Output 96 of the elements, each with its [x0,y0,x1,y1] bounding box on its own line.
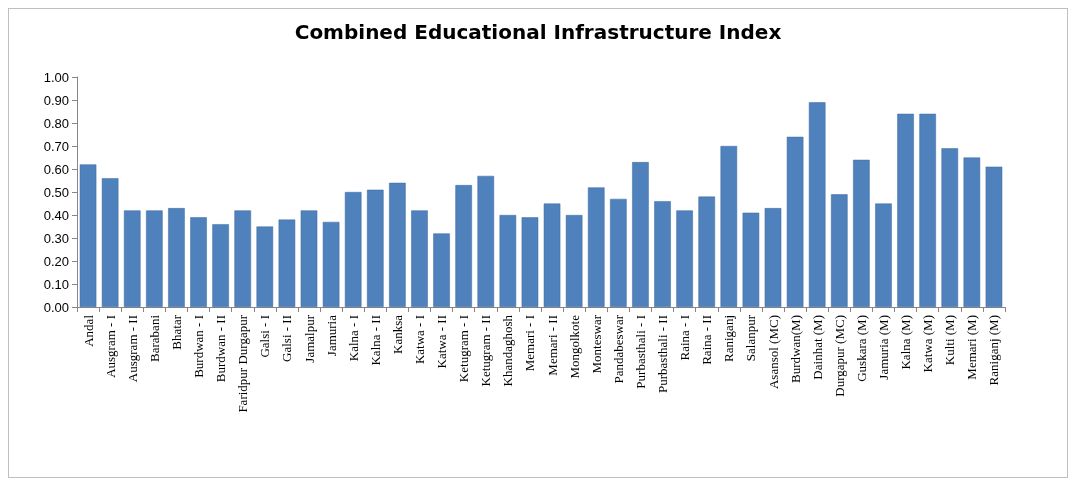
x-tick-label: Monteswar [588,314,604,374]
y-tick-label: 0.40 [43,207,69,223]
bar [477,175,495,307]
bar [786,136,804,307]
x-tick-label: Salanpur [743,314,759,362]
y-tick-label: 0.90 [43,92,69,108]
y-tick-label: 0.10 [43,276,69,292]
bar [79,164,97,307]
y-tick-label: 0.50 [43,184,69,200]
x-tick-label: Kalna (M) [898,315,914,370]
bar [300,210,318,307]
bar [764,208,782,307]
bar [698,196,715,307]
bar [146,210,163,307]
bar [676,210,693,307]
x-tick-label: Jamuria [323,314,339,357]
x-tick-label: Memari (M) [964,315,980,380]
x-tick-label: Burdwan - I [191,315,207,378]
x-tick-label: Kalna - I [345,315,361,362]
y-tick-label: 1.00 [43,69,69,85]
x-tick-label: Khandaghosh [500,314,516,387]
x-tick-label: Durgapur (MC) [831,315,847,397]
x-tick-label: Raina - I [677,315,693,361]
x-tick-label: Bhatar [168,314,184,350]
bar [831,194,848,307]
x-tick-label: Asansol (MC) [765,315,781,390]
bar [499,215,517,307]
x-tick-label: Raniganj [721,315,737,362]
x-tick-label: Pandabeswar [610,314,626,384]
bar [168,208,185,307]
x-tick-label: Raina - II [699,315,715,365]
x-tick-label: Barabani [146,314,162,362]
x-tick-label: Burdwan(M) [787,315,803,383]
bar [411,210,428,307]
x-tick-label: Galsi - II [279,315,295,362]
bar [853,159,870,307]
bar [543,203,561,307]
x-tick-label: Jamuria (M) [875,315,891,380]
x-tick-label: Memari - I [522,315,538,372]
bar [941,148,959,307]
bar [897,113,914,307]
x-tick-label: Galsi - I [257,315,273,358]
bar [389,182,406,307]
bar [587,187,605,307]
x-tick-label: Faridpur Durgapur [235,314,251,413]
bar [190,217,207,307]
bar [433,233,450,307]
y-tick-label: 0.60 [43,161,69,177]
x-tick-label: Ausgram - I [102,315,118,378]
y-tick-label: 0.30 [43,230,69,246]
bar [610,198,627,307]
x-tick-label: Kanksa [389,314,405,354]
bar [234,210,251,307]
x-tick-label: Katwa - II [434,315,450,369]
bar [875,203,892,307]
x-tick-label: Raniganj (M) [986,315,1002,386]
bar [322,221,340,307]
x-tick-label: Katwa - I [411,315,427,365]
x-tick-label: Kulti (M) [942,315,958,366]
bar [101,178,119,307]
bar [963,157,981,307]
x-tick-label: Burdwan - II [213,315,229,383]
x-tick-label: Ketugram - I [456,315,472,383]
x-tick-label: Guskara (M) [853,315,869,382]
x-tick-label: Ketugram - II [478,315,494,387]
bar [654,201,671,307]
y-tick-label: 0.80 [43,115,69,131]
bar [808,102,826,307]
y-tick-label: 0.70 [43,138,69,154]
x-tick-label: Purbasthali - II [655,315,671,393]
y-tick-label: 0.20 [43,253,69,269]
x-tick-label: Katwa (M) [920,315,936,373]
x-tick-label: Memari - II [544,315,560,376]
x-tick-label: Kalna - II [367,315,383,366]
x-tick-label: Ausgram - II [124,315,140,383]
y-tick-label: 0.00 [43,299,69,315]
x-tick-label: Dainhat (M) [809,315,825,380]
bar [256,226,274,307]
bar [985,166,1003,307]
bar [521,217,539,307]
bar [919,113,936,307]
bar [212,224,229,307]
x-tick-label: Andal [80,314,96,347]
bar [632,162,649,307]
chart-title: Combined Educational Infrastructure Index [294,20,782,44]
x-tick-label: Jamalpur [301,314,317,363]
bar [123,210,141,307]
bar [720,146,738,307]
bar [344,192,362,307]
x-tick-label: Purbasthali - I [632,315,648,389]
bar [278,219,296,307]
bar [367,189,384,307]
bar [742,212,760,307]
x-tick-label: Mongolkote [566,314,582,379]
bar [565,215,583,307]
bar [455,185,472,307]
